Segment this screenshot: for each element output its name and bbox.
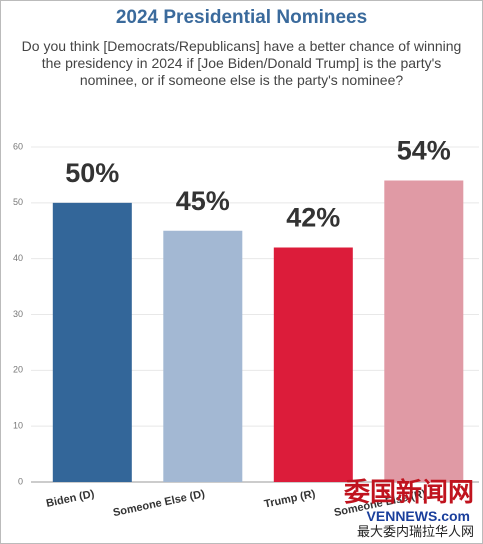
bar: [163, 230, 243, 482]
y-tick-label: 20: [13, 365, 23, 375]
y-tick-label: 40: [13, 253, 23, 263]
bar: [384, 180, 464, 482]
value-label: 42%: [286, 203, 340, 233]
watermark-slogan: 最大委内瑞拉华人网: [356, 525, 474, 540]
watermark-site: VENNEWS.com: [366, 508, 470, 524]
y-tick-label: 10: [13, 421, 23, 431]
y-tick-label: 30: [13, 309, 23, 319]
x-tick-label: Someone Else (D): [112, 488, 206, 519]
value-label: 45%: [176, 186, 230, 216]
watermark-name: 委国新闻网: [343, 478, 474, 508]
y-tick-label: 60: [13, 141, 23, 151]
value-label: 54%: [397, 136, 451, 166]
value-label: 50%: [65, 158, 119, 188]
chart-title: 2024 Presidential Nominees: [115, 7, 368, 28]
bar: [52, 202, 132, 483]
y-tick-label: 0: [18, 476, 23, 486]
x-tick-label: Trump (R): [263, 488, 317, 511]
x-tick-label: Biden (D): [45, 488, 96, 510]
y-tick-label: 50: [13, 197, 23, 207]
chart-subtitle: Do you think [Democrats/Republicans] hav…: [21, 38, 462, 88]
bar: [273, 247, 353, 482]
